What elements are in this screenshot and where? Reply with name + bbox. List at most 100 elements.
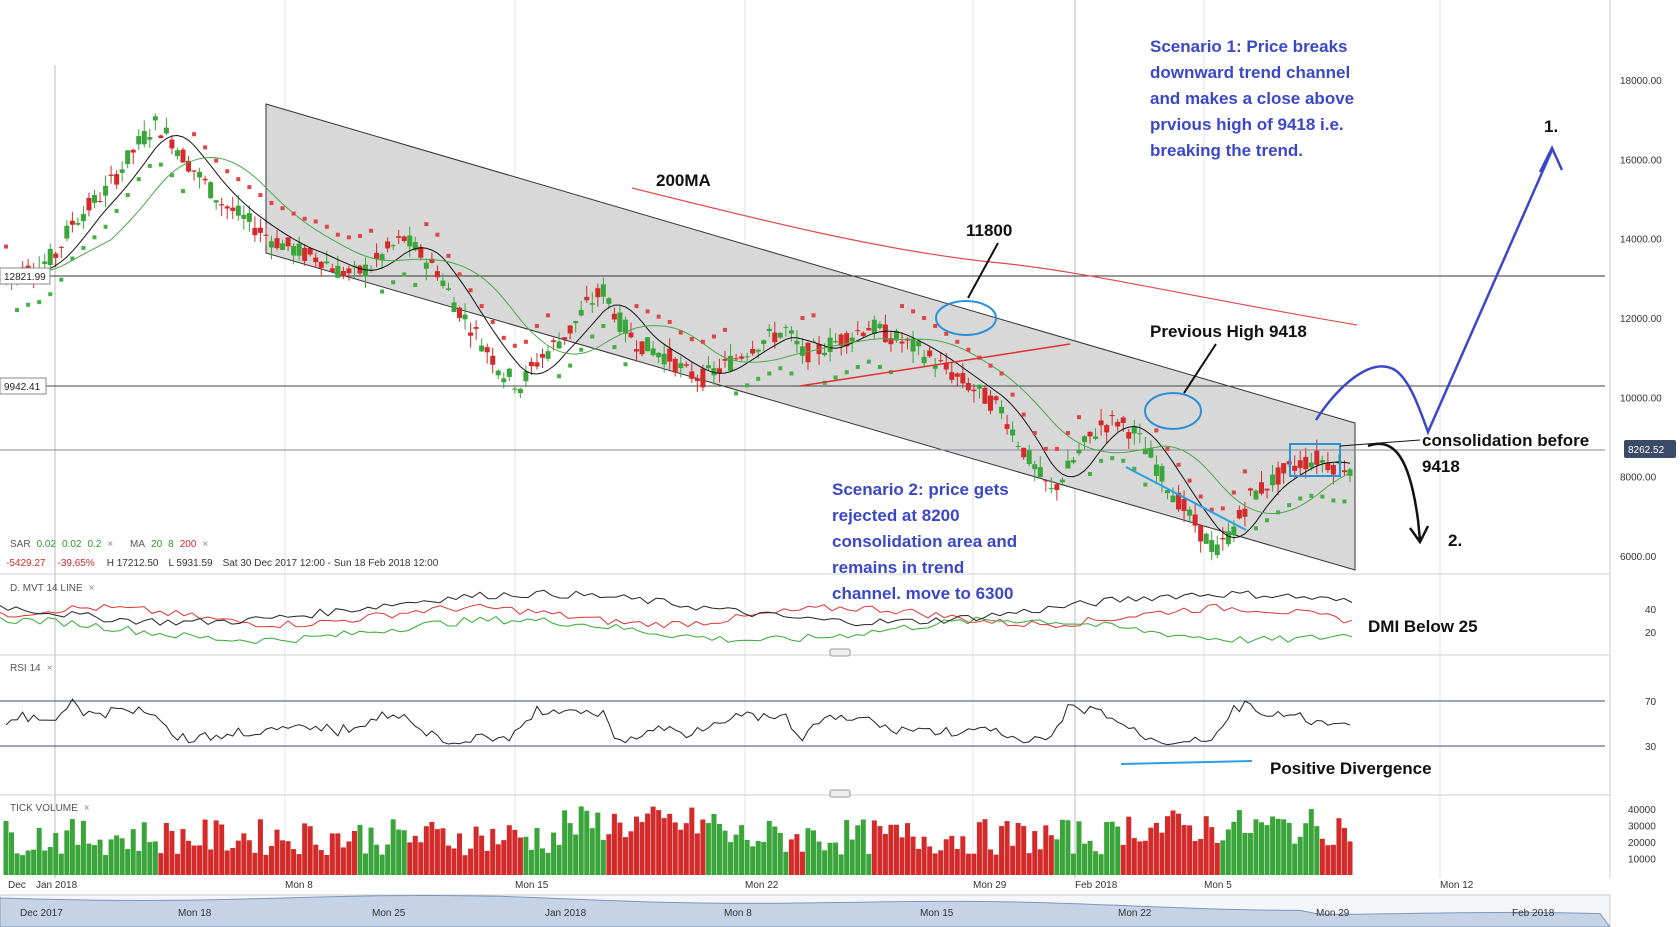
candle-body — [927, 350, 933, 357]
candle-body — [1032, 464, 1038, 470]
candle-body — [622, 319, 628, 334]
volume-bar — [136, 850, 142, 875]
volume-bar — [1297, 836, 1303, 875]
volume-bar — [1203, 816, 1209, 875]
volume-bar — [230, 847, 236, 875]
volume-bar — [252, 852, 258, 875]
navigator-axis: Dec 2017 Mon 18 Mon 25 Jan 2018 Mon 8 Mon 15 M… — [20, 908, 1555, 919]
candle-body — [534, 362, 540, 367]
trend-channel — [265, 103, 1356, 571]
volume-bar — [562, 810, 568, 875]
volume-bar — [739, 825, 745, 875]
volume-bar — [517, 837, 523, 875]
volume-bar — [661, 818, 667, 875]
candle-body — [711, 368, 717, 376]
sar-dot — [1110, 456, 1115, 461]
sar-dot — [15, 308, 20, 313]
candle-body — [119, 169, 125, 173]
sar-dot — [490, 319, 495, 324]
pane-resize-handle[interactable] — [829, 789, 851, 798]
candle-body — [893, 330, 899, 341]
candle-body — [650, 348, 656, 356]
candle-body — [1319, 460, 1325, 463]
volume-bar — [1120, 844, 1126, 875]
sar-dot — [944, 331, 949, 336]
candle-body — [639, 341, 645, 355]
candle-body — [860, 332, 866, 337]
volume-bar — [932, 853, 938, 875]
candle-body — [385, 241, 391, 249]
candle-body — [1281, 463, 1287, 474]
time-axis-label: Mon 8 — [285, 880, 313, 891]
candle-body — [75, 222, 81, 225]
candle-body — [667, 348, 673, 362]
volume-bar — [573, 834, 579, 875]
sar-dot — [48, 292, 53, 297]
sar-dot — [380, 289, 385, 294]
volume-label[interactable]: TICK VOLUME × — [10, 803, 90, 814]
volume-bar — [379, 854, 385, 875]
candle-body — [1037, 467, 1043, 478]
candle-body — [1115, 421, 1121, 427]
volume-bar — [1142, 840, 1148, 875]
price-axis-label: 10000.00 — [1620, 393, 1662, 404]
volume-bar — [1109, 821, 1115, 875]
price-tag-hline1-text: 12821.99 — [4, 272, 46, 283]
candle-body — [528, 361, 534, 367]
candle-body — [1275, 467, 1281, 485]
sar-dot — [302, 216, 307, 221]
volume-axis-label: 20000 — [1628, 838, 1656, 849]
candle-body — [506, 368, 512, 377]
sar-dot — [369, 228, 374, 233]
ma-20-line — [5, 156, 1351, 515]
volume-bar — [479, 835, 485, 875]
volume-bar — [468, 848, 474, 875]
sar-dot — [999, 371, 1004, 376]
candle-body — [761, 340, 767, 344]
sar-dot — [468, 288, 473, 293]
ma200-label: 200MA — [656, 171, 711, 190]
sar-dot — [258, 193, 263, 198]
volume-bar — [296, 854, 302, 875]
volume-bar — [816, 841, 822, 875]
candle-body — [324, 261, 330, 264]
candle-body — [396, 236, 402, 238]
pane-resize-handle[interactable] — [829, 648, 851, 657]
candle-body — [545, 351, 551, 359]
volume-bar — [169, 830, 175, 875]
volume-bar — [335, 833, 341, 875]
volume-bar — [871, 820, 877, 875]
sar-dot — [1342, 499, 1347, 504]
candle-body — [1214, 544, 1220, 556]
candle-body — [202, 178, 208, 181]
candle-body — [744, 356, 750, 358]
volume-bar — [1275, 818, 1281, 875]
volume-bar — [1192, 840, 1198, 875]
volume-bar — [246, 840, 252, 875]
price-axis-label: 14000.00 — [1620, 235, 1662, 246]
volume-bar — [1303, 823, 1309, 875]
volume-bar — [224, 850, 230, 875]
sar-dot — [1032, 431, 1037, 436]
volume-bar — [1181, 825, 1187, 875]
candle-body — [1330, 465, 1336, 475]
candle-body — [429, 258, 435, 263]
candle-body — [661, 353, 667, 365]
volume-bar — [539, 848, 545, 875]
volume-bar — [960, 836, 966, 875]
candle-body — [1054, 484, 1060, 491]
candle-body — [943, 362, 949, 370]
volume-bar — [1054, 839, 1060, 875]
dmi-label[interactable]: D. MVT 14 LINE × — [10, 583, 95, 594]
rsi-label[interactable]: RSI 14 × — [10, 663, 53, 674]
sar-dot — [1320, 494, 1325, 499]
target-1-label: 1. — [1544, 117, 1558, 136]
volume-bar — [1159, 832, 1165, 875]
candle-body — [788, 330, 794, 334]
sar-dot — [103, 224, 108, 229]
volume-bar — [280, 840, 286, 875]
volume-bar — [678, 829, 684, 875]
candle-body — [329, 268, 335, 272]
candle-body — [1048, 488, 1054, 490]
candle-body — [523, 371, 529, 382]
